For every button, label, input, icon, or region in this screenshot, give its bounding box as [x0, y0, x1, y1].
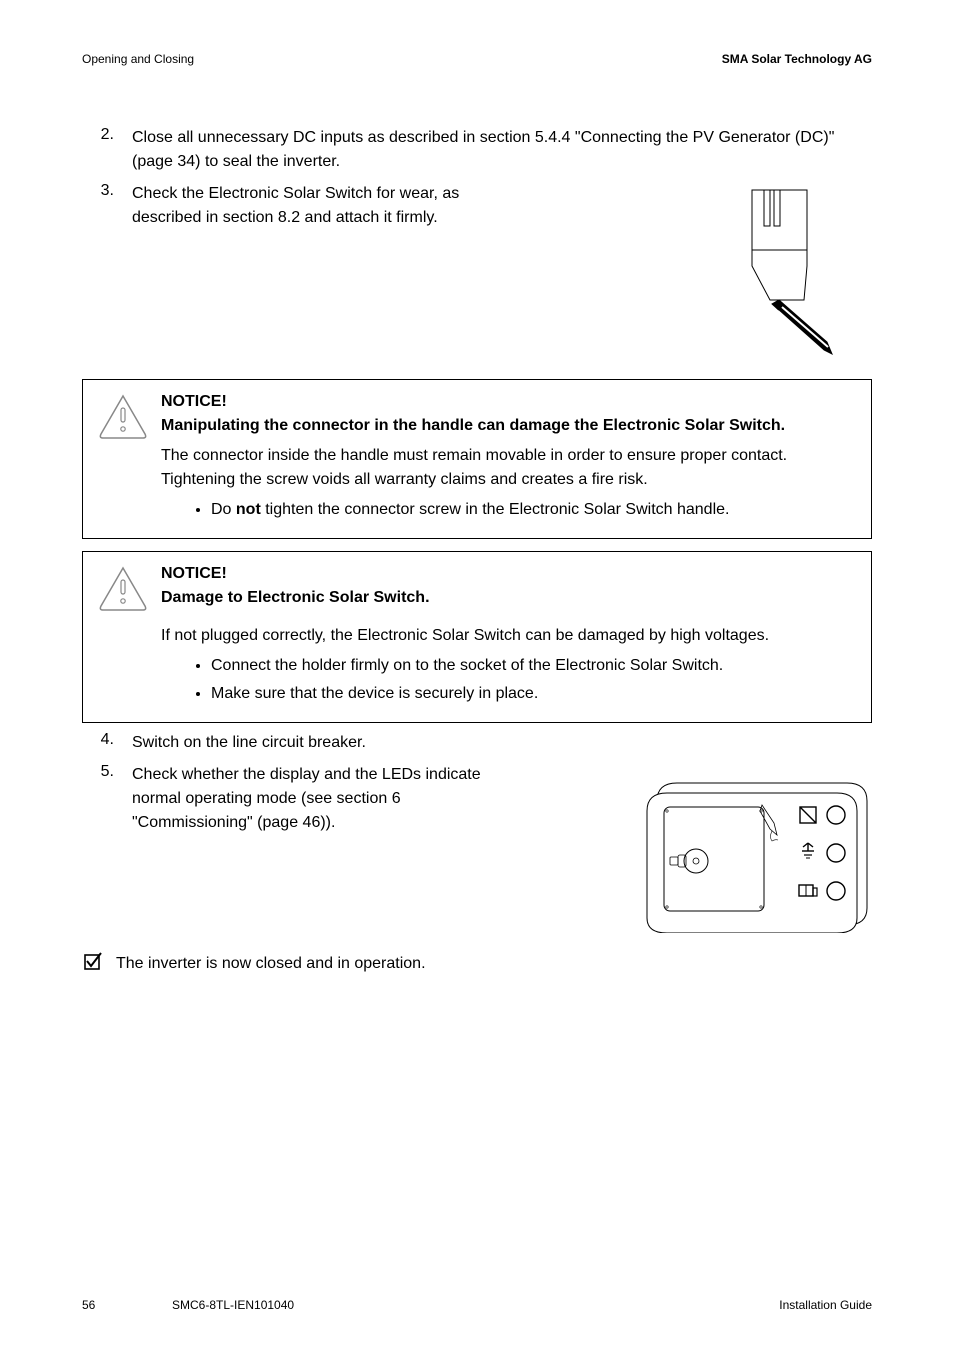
figure-inverter-panel [622, 763, 872, 938]
notice-box-2: NOTICE! Damage to Electronic Solar Switc… [82, 551, 872, 723]
notice-subtitle: Manipulating the connector in the handle… [161, 414, 857, 438]
bullet-bold: not [236, 501, 261, 518]
bullet-post: tighten the connector screw in the Elect… [261, 501, 730, 518]
inverter-panel-icon [622, 763, 872, 933]
step-number: 3. [82, 182, 132, 200]
step-text: Check whether the display and the LEDs i… [132, 763, 522, 835]
footer-page-number: 56 [82, 1298, 95, 1312]
notice-title: NOTICE! [161, 562, 857, 586]
notice-bullet: Connect the holder firmly on to the sock… [211, 654, 857, 678]
step-3: 3. Check the Electronic Solar Switch for… [82, 182, 872, 367]
step-number: 5. [82, 763, 132, 781]
check-icon [82, 952, 116, 975]
notice-box-1: NOTICE! Manipulating the connector in th… [82, 379, 872, 539]
step-number: 2. [82, 126, 132, 174]
bullet-pre: Do [211, 501, 236, 518]
step-text: Check the Electronic Solar Switch for we… [132, 182, 522, 230]
step-text: Close all unnecessary DC inputs as descr… [132, 126, 872, 174]
step-number: 4. [82, 731, 132, 755]
notice-triangle-icon [97, 564, 149, 617]
notice-paragraph: The connector inside the handle must rem… [161, 444, 857, 492]
ess-switch-icon [692, 182, 872, 362]
notice-paragraph: If not plugged correctly, the Electronic… [161, 624, 857, 648]
footer-guide: Installation Guide [779, 1298, 872, 1312]
header-left: Opening and Closing [82, 52, 194, 66]
header-right: SMA Solar Technology AG [722, 52, 872, 66]
notice-bullet: Do not tighten the connector screw in th… [211, 498, 857, 522]
notice-triangle-icon [97, 392, 149, 445]
closing-text: The inverter is now closed and in operat… [116, 952, 426, 976]
page-footer: 56 SMC6-8TL-IEN101040 Installation Guide [82, 1298, 872, 1312]
step-text: Switch on the line circuit breaker. [132, 731, 872, 755]
notice-bullet-list: Connect the holder firmly on to the sock… [211, 654, 857, 706]
notice-body: NOTICE! Damage to Electronic Solar Switc… [161, 562, 857, 710]
step-2: 2. Close all unnecessary DC inputs as de… [82, 126, 872, 174]
notice-title: NOTICE! [161, 390, 857, 414]
closing-check: The inverter is now closed and in operat… [82, 952, 872, 976]
step-4: 4. Switch on the line circuit breaker. [82, 731, 872, 755]
notice-bullet-list: Do not tighten the connector screw in th… [211, 498, 857, 522]
page-header: Opening and Closing SMA Solar Technology… [82, 52, 872, 66]
step-5: 5. Check whether the display and the LED… [82, 763, 872, 938]
notice-subtitle: Damage to Electronic Solar Switch. [161, 586, 857, 610]
notice-body: NOTICE! Manipulating the connector in th… [161, 390, 857, 526]
notice-bullet: Make sure that the device is securely in… [211, 682, 857, 706]
footer-doc-id: SMC6-8TL-IEN101040 [172, 1298, 294, 1312]
figure-ess-switch [692, 182, 872, 367]
